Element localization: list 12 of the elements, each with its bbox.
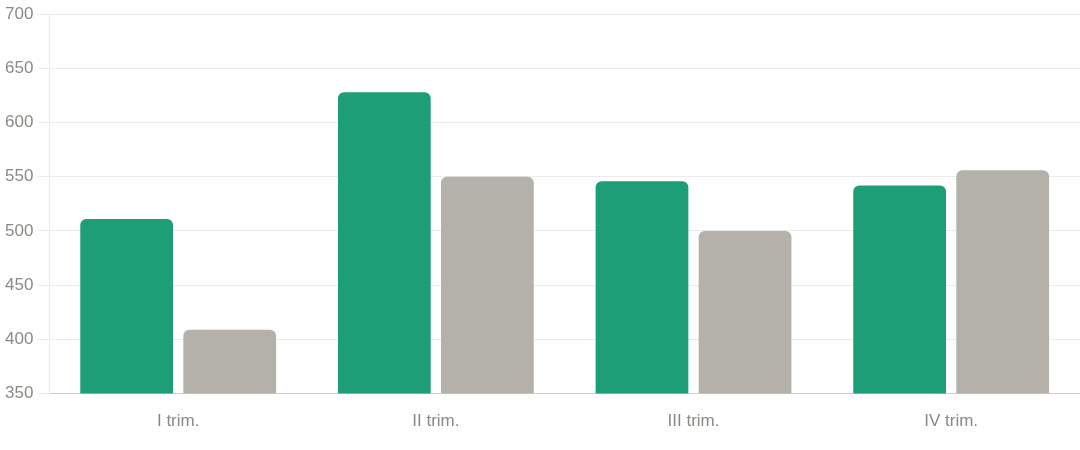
x-tick-label: II trim. (412, 411, 460, 431)
x-tick-label: IV trim. (924, 411, 979, 431)
x-tick-label: III trim. (667, 411, 720, 431)
y-tick-label: 450 (4, 274, 34, 294)
y-tick-label: 400 (4, 329, 34, 349)
y-tick-label: 550 (4, 166, 34, 186)
y-tick-label: 350 (4, 383, 34, 403)
y-tick-label: 500 (4, 220, 34, 240)
x-tick-label: I trim. (156, 411, 200, 431)
y-tick-label: 650 (4, 58, 34, 78)
y-tick-label: 700 (4, 3, 34, 23)
y-tick-label: 600 (4, 112, 34, 132)
